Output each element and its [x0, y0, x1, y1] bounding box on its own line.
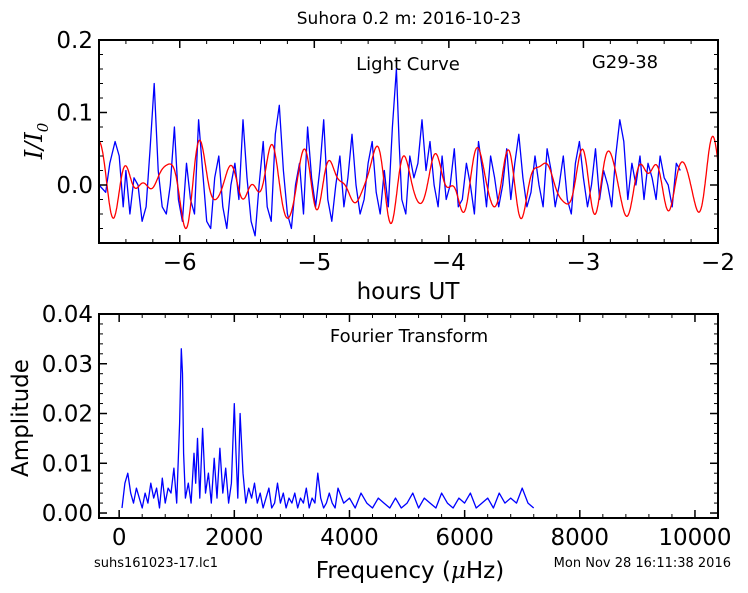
light-curve-x-tick-label: −4	[432, 250, 466, 276]
fourier-x-tick-label: 2000	[205, 525, 264, 551]
x-label-mu: μ	[451, 558, 466, 584]
fourier-y-tick-labels: 0.00 0.01 0.02 0.03 0.04	[42, 302, 93, 527]
fourier-y-tick-label: 0.00	[42, 501, 93, 527]
fourier-plot-area	[121, 348, 535, 509]
fourier-x-tick-label: 8000	[551, 525, 610, 551]
fourier-y-tick-label: 0.04	[42, 302, 93, 328]
light-curve-y-axis-label: I/I0	[20, 122, 52, 160]
light-curve-x-tick-label: −2	[701, 250, 735, 276]
fourier-annotation: Fourier Transform	[330, 326, 488, 347]
x-label-suffix: Hz)	[466, 558, 504, 584]
x-label-prefix: Frequency (	[316, 558, 451, 584]
object-name-label: G29-38	[592, 52, 658, 73]
light-curve-plot-area	[99, 68, 718, 237]
footer-timestamp: Mon Nov 28 16:11:38 2016	[554, 556, 731, 571]
fourier-x-axis-label: Frequency (μHz)	[316, 558, 504, 584]
fourier-y-tick-label: 0.02	[42, 402, 93, 428]
light-curve-x-tick-label: −5	[297, 250, 331, 276]
fourier-series-0	[121, 348, 535, 509]
fourier-x-tick-label: 4000	[320, 525, 379, 551]
light-curve-y-tick-label: 0.2	[56, 28, 93, 54]
fourier-x-tick-label: 6000	[435, 525, 494, 551]
fourier-x-tick-labels: 0 2000 4000 6000 8000 10000	[112, 525, 732, 551]
fourier-frame	[98, 313, 719, 519]
fourier-x-tick-label: 10000	[658, 525, 731, 551]
footer-filename: suhs161023-17.lc1	[94, 556, 218, 571]
fourier-y-axis-label: Amplitude	[8, 359, 34, 477]
light-curve-x-tick-labels: −6 −5 −4 −3 −2	[163, 250, 735, 276]
light-curve-y-tick-label: 0.1	[56, 101, 93, 127]
fourier-x-tick-label: 0	[112, 525, 127, 551]
fourier-y-tick-label: 0.03	[42, 352, 93, 378]
light-curve-y-tick-label: 0.0	[56, 173, 93, 199]
light-curve-panel: Light Curve G29-38 0.00.10.2 −6 −5 −4 −3 −2 …	[20, 28, 735, 305]
light-curve-y-tick-labels: 0.0 0.1 0.2	[56, 28, 93, 199]
light-curve-annotation: Light Curve	[356, 54, 460, 75]
figure-title: Suhora 0.2 m: 2016-10-23	[297, 9, 521, 29]
light-curve-x-axis-label: hours UT	[357, 279, 461, 305]
light-curve-x-tick-label: −6	[163, 250, 197, 276]
fourier-y-tick-label: 0.01	[42, 451, 93, 477]
light-curve-x-tick-label: −3	[566, 250, 600, 276]
fourier-panel: Fourier Transform 0.00 0.01 0.02 0.03 0.04 0…	[8, 302, 732, 584]
light-curve-series-0	[99, 68, 681, 237]
light-curve-series-1	[99, 135, 718, 230]
y-axis-label-text: I/I0	[20, 122, 52, 160]
